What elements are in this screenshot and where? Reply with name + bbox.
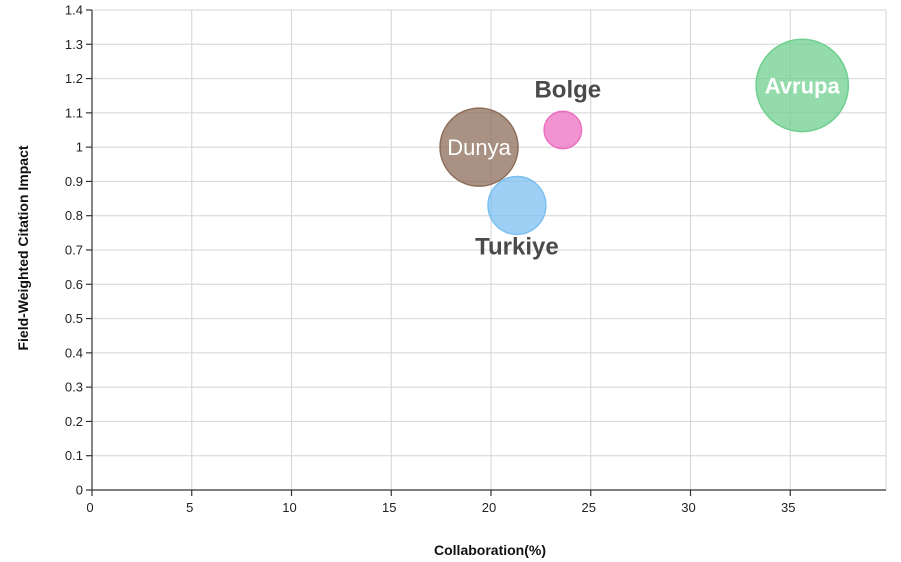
y-tick-label: 0.5 [65, 311, 83, 326]
bubble-label-avrupa: Avrupa [765, 73, 841, 98]
y-tick-label: 1.3 [65, 37, 83, 52]
x-axis-title: Collaboration(%) [434, 542, 546, 558]
y-tick-label: 0.9 [65, 174, 83, 189]
x-tick-label: 0 [86, 500, 93, 515]
x-tick-label: 25 [582, 500, 596, 515]
x-tick-label: 30 [681, 500, 695, 515]
y-tick-label: 0.2 [65, 414, 83, 429]
bubble-labels: Dunya Bolge Turkiye Avrupa [447, 73, 840, 260]
y-tick-label: 0 [76, 483, 83, 498]
y-tick-label: 1.2 [65, 71, 83, 86]
bubble-label-bolge: Bolge [534, 76, 601, 103]
x-tick-label: 20 [482, 500, 496, 515]
y-tick-label: 0.7 [65, 243, 83, 258]
bubble-bolge [543, 110, 583, 150]
bubble-avrupa [755, 38, 850, 133]
y-tick-label: 0.3 [65, 380, 83, 395]
y-tick-label: 1.1 [65, 105, 83, 120]
x-tick-label: 10 [282, 500, 296, 515]
bubble-label-dunya: Dunya [447, 135, 511, 160]
bubbles [439, 38, 850, 236]
x-tick-label: 35 [781, 500, 795, 515]
x-tick-label: 15 [382, 500, 396, 515]
bubble-turkiye [487, 175, 547, 236]
grid-lines [92, 9, 887, 490]
y-axis-ticks: 0 0.1 0.2 0.3 0.4 0.5 0.6 0.7 0.8 0.9 1 1.1 1.2 1.3 1.… [65, 3, 92, 498]
bubble-dunya [439, 107, 519, 187]
y-tick-label: 0.8 [65, 208, 83, 223]
y-tick-label: 0.4 [65, 345, 83, 360]
y-tick-label: 1 [76, 140, 83, 155]
y-tick-label: 1.4 [65, 3, 83, 18]
y-tick-label: 0.6 [65, 277, 83, 292]
y-axis-title: Field-Weighted Citation Impact [15, 145, 31, 350]
y-tick-label: 0.1 [65, 448, 83, 463]
bubble-label-turkiye: Turkiye [475, 233, 559, 260]
x-axis-ticks: 0 5 10 15 20 25 30 35 [86, 490, 795, 515]
x-tick-label: 5 [186, 500, 193, 515]
